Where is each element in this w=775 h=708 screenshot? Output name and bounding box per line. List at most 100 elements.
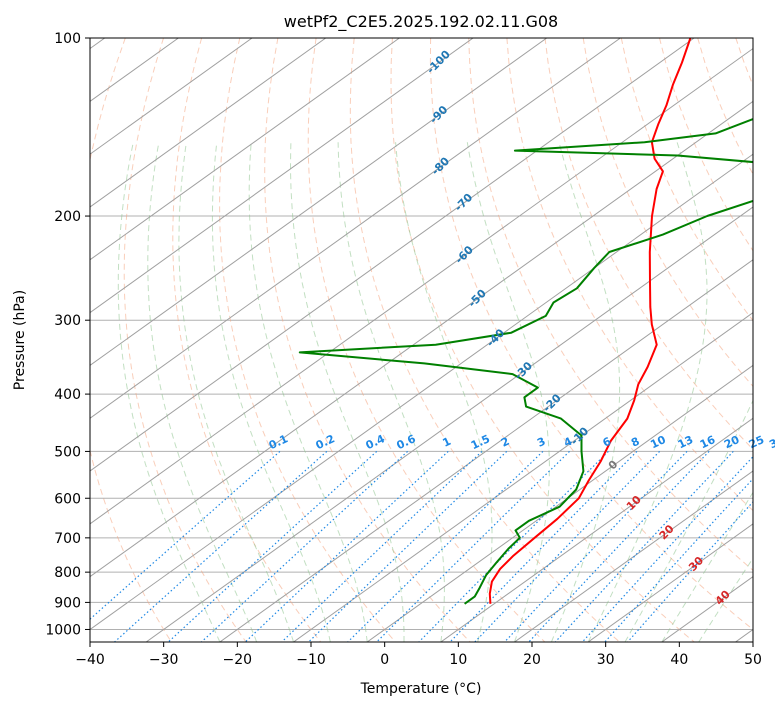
isotherm-line — [90, 38, 327, 208]
isotherm-label: 20 — [657, 522, 677, 542]
dry-adiabat — [582, 38, 753, 388]
isotherm-line — [661, 576, 753, 642]
mixing-ratio-line — [554, 450, 734, 642]
mixing-ratio-line — [604, 477, 753, 642]
isotherm-label: -90 — [427, 103, 450, 126]
dry-adiabat — [697, 38, 753, 176]
y-tick-label: 100 — [54, 31, 81, 47]
isotherm-line — [293, 311, 753, 642]
moist-adiabat — [147, 142, 258, 642]
isotherm-label: -50 — [466, 287, 489, 310]
profile-lines — [298, 38, 753, 605]
moist-adiabat — [624, 399, 753, 642]
x-axis-ticks: −40 −30 −20 −10 0 10 20 30 40 50 — [75, 642, 762, 668]
mixing-ratio-line — [308, 450, 508, 642]
mixing-ratio-label: 8 — [629, 435, 641, 450]
mixing-ratio-line — [627, 500, 753, 642]
isotherm-line — [440, 417, 753, 642]
moist-adiabat — [550, 142, 621, 642]
dry-adiabat — [659, 38, 753, 252]
isotherm-label: 0 — [606, 458, 621, 473]
mixing-ratio-label: 30 — [767, 433, 775, 451]
isotherm-label: -60 — [453, 243, 476, 266]
mixing-ratio-label: 0.2 — [314, 432, 337, 452]
profile-line — [488, 38, 692, 604]
y-tick-label: 1000 — [45, 622, 81, 638]
moist-adiabat — [698, 557, 753, 642]
x-tick-label: −40 — [75, 652, 105, 668]
mixing-ratio-label: 10 — [648, 433, 668, 451]
x-tick-label: 20 — [523, 652, 541, 668]
mixing-ratio-label: 2 — [499, 435, 511, 450]
x-tick-label: 40 — [670, 652, 688, 668]
background-lines — [90, 38, 753, 642]
chart-title: wetPf2_C2E5.2025.192.02.11.G08 — [284, 12, 558, 32]
dry-adiabat — [390, 38, 695, 642]
isotherm-line — [90, 38, 253, 155]
isotherm-line — [735, 628, 753, 642]
dry-adiabat — [90, 38, 172, 642]
x-tick-label: 50 — [744, 652, 762, 668]
dry-adiabat — [544, 38, 753, 451]
mixing-ratio-line — [528, 450, 710, 642]
isotherm-line — [90, 47, 753, 525]
plot-frame — [89, 37, 754, 643]
mixing-ratio-label: 25 — [747, 433, 766, 451]
dry-adiabat — [123, 38, 247, 642]
mixing-ratio-line — [474, 450, 661, 642]
y-tick-label: 600 — [54, 491, 81, 507]
mixing-ratio-labels: 0.10.20.40.611.52346810131620253036 — [267, 432, 775, 452]
mixing-ratio-line — [114, 450, 328, 642]
dry-adiabat — [172, 38, 322, 642]
mixing-ratio-line — [504, 450, 688, 642]
dry-adiabat — [735, 38, 753, 87]
isotherm-label: -40 — [484, 326, 507, 349]
isotherm-line — [219, 259, 753, 642]
isotherm-line — [90, 38, 474, 314]
isotherm-label: -30 — [512, 359, 535, 382]
mixing-ratio-line — [90, 450, 281, 620]
dry-adiabat — [620, 38, 753, 322]
isotherm-label: 10 — [624, 493, 644, 513]
isotherm-line — [90, 38, 695, 472]
moist-adiabat — [248, 142, 368, 642]
moist-adiabat — [466, 142, 550, 642]
isotherm-line — [145, 206, 753, 642]
isotherm-label: -100 — [424, 48, 453, 77]
moist-adiabat — [661, 491, 753, 642]
x-tick-label: 0 — [380, 652, 389, 668]
mixing-ratio-line — [281, 450, 483, 642]
moist-adiabat — [395, 142, 493, 642]
mixing-ratio-line — [376, 450, 570, 642]
moist-adiabat — [211, 142, 331, 642]
y-axis-label: Pressure (hPa) — [12, 290, 28, 390]
y-axis-ticks: 100 200 300 400 500 600 700 800 900 1000 — [45, 31, 90, 638]
moist-adiabat — [337, 142, 445, 642]
mixing-ratio-label: 13 — [676, 433, 695, 451]
isotherm-line — [90, 153, 753, 631]
moist-adiabat — [117, 142, 221, 642]
x-tick-label: 30 — [597, 652, 615, 668]
x-tick-label: 10 — [449, 652, 467, 668]
isotherm-line — [90, 38, 548, 367]
y-tick-label: 500 — [54, 444, 81, 460]
mixing-ratio-line — [244, 450, 449, 642]
dry-adiabat — [264, 38, 471, 642]
y-tick-label: 800 — [54, 565, 81, 581]
dry-adiabat — [219, 38, 396, 642]
isotherm-label: -70 — [452, 191, 475, 214]
isotherm-label: -80 — [429, 154, 452, 177]
y-tick-label: 900 — [54, 595, 81, 611]
mixing-ratio-line — [167, 450, 378, 642]
isotherm-line — [514, 470, 753, 642]
x-tick-label: −30 — [149, 652, 179, 668]
x-tick-label: −20 — [223, 652, 253, 668]
mixing-ratio-line — [449, 450, 638, 642]
mixing-ratio-line — [418, 450, 609, 642]
mixing-ratio-label: 16 — [698, 433, 718, 451]
isotherm-label: -20 — [540, 391, 563, 414]
isotherm-line — [90, 38, 400, 261]
isotherm-line — [90, 38, 621, 419]
